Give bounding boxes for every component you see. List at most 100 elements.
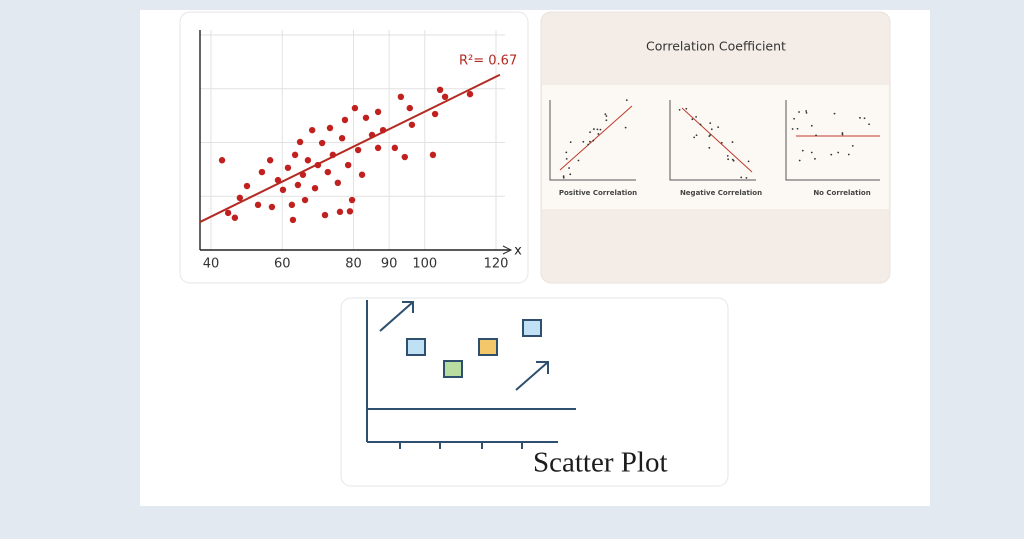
- caption: Positive Correlation: [559, 189, 637, 197]
- point: [224, 209, 232, 217]
- point: [296, 138, 304, 146]
- x-tick-label: 100: [412, 257, 437, 272]
- icon-title: Scatter Plot: [533, 447, 668, 479]
- mini-dot: [740, 176, 743, 179]
- mini-dot: [565, 157, 568, 160]
- point: [429, 151, 437, 159]
- point: [326, 124, 334, 132]
- point: [406, 104, 413, 112]
- x-tick-label: 120: [484, 257, 509, 272]
- mini-dot: [709, 122, 712, 124]
- mini-dot: [599, 128, 602, 131]
- correlation-band: [542, 85, 889, 209]
- point: [291, 151, 299, 159]
- point: [408, 121, 416, 128]
- mini-dot: [577, 159, 580, 162]
- mini-dot: [810, 124, 813, 127]
- point: [374, 108, 382, 116]
- mini-dot: [587, 143, 590, 146]
- point: [368, 131, 376, 139]
- mini-dot: [815, 134, 817, 137]
- mini-dot: [747, 160, 750, 163]
- point: [243, 182, 251, 190]
- mini-dot: [791, 128, 794, 130]
- mini-dot: [833, 112, 836, 115]
- mini-dot: [841, 133, 844, 136]
- mini-dot: [798, 159, 801, 162]
- point: [348, 196, 356, 204]
- point: [329, 151, 337, 159]
- x-axis-arrow: [502, 245, 513, 255]
- mini-dot: [717, 126, 720, 128]
- point: [304, 157, 312, 164]
- mini-dot: [847, 153, 850, 156]
- point: [218, 157, 226, 164]
- point: [231, 214, 239, 221]
- point: [397, 93, 405, 101]
- mini-dot: [805, 111, 808, 114]
- point: [254, 201, 262, 209]
- mini-dot: [863, 117, 866, 120]
- mini-dot: [793, 117, 795, 120]
- point: [344, 161, 352, 169]
- mini-dot: [592, 139, 595, 142]
- mini-dot: [693, 136, 696, 139]
- mini-dot: [709, 134, 712, 136]
- point: [321, 211, 329, 219]
- no-plot: [785, 100, 880, 181]
- mini-dots: [562, 99, 870, 179]
- mini-dot: [624, 126, 627, 129]
- mini-dot: [568, 167, 570, 169]
- point: [301, 196, 309, 204]
- point: [354, 146, 362, 154]
- mini-dot: [837, 151, 840, 154]
- point: [338, 135, 346, 142]
- point: [436, 86, 444, 94]
- point: [351, 104, 359, 112]
- mini-dot: [695, 134, 698, 137]
- mini-dot: [810, 151, 813, 154]
- point: [358, 171, 366, 178]
- point: [314, 161, 322, 169]
- mini-dot: [814, 157, 816, 160]
- mini-dot: [745, 176, 748, 179]
- mini-dot: [796, 127, 799, 130]
- mini-dot: [605, 119, 608, 122]
- point: [341, 116, 349, 124]
- point: [274, 176, 282, 184]
- annotation: R²= 0.67: [459, 54, 517, 69]
- trend-line: [199, 73, 501, 223]
- mini-dot: [708, 146, 711, 149]
- mini-dot: [798, 111, 800, 113]
- mini-dot: [592, 128, 595, 130]
- point: [318, 139, 326, 147]
- point: [391, 144, 399, 152]
- x-tick-label: 60: [274, 257, 291, 272]
- mini-dot: [691, 118, 694, 121]
- mini-dot: [805, 110, 808, 112]
- point: [268, 203, 276, 211]
- point: [374, 144, 382, 152]
- correlation-title: Correlation Coefficient: [646, 39, 786, 54]
- mini-dot: [868, 123, 870, 126]
- mini-dot: [565, 151, 568, 154]
- point: [279, 186, 287, 193]
- x-axis-label: x: [514, 244, 522, 259]
- mini-dot: [727, 158, 730, 161]
- point: [334, 179, 342, 187]
- mini-dot: [830, 153, 833, 156]
- point: [466, 90, 474, 98]
- icon-card: [340, 297, 729, 487]
- point: [266, 157, 274, 164]
- point: [299, 171, 307, 178]
- icon: [366, 300, 576, 449]
- mini-dot: [695, 115, 697, 118]
- point: [284, 164, 292, 171]
- mini-dot: [596, 128, 599, 131]
- point: [324, 168, 332, 176]
- point: [236, 194, 244, 202]
- point: [288, 201, 296, 209]
- mini-dot: [597, 133, 600, 135]
